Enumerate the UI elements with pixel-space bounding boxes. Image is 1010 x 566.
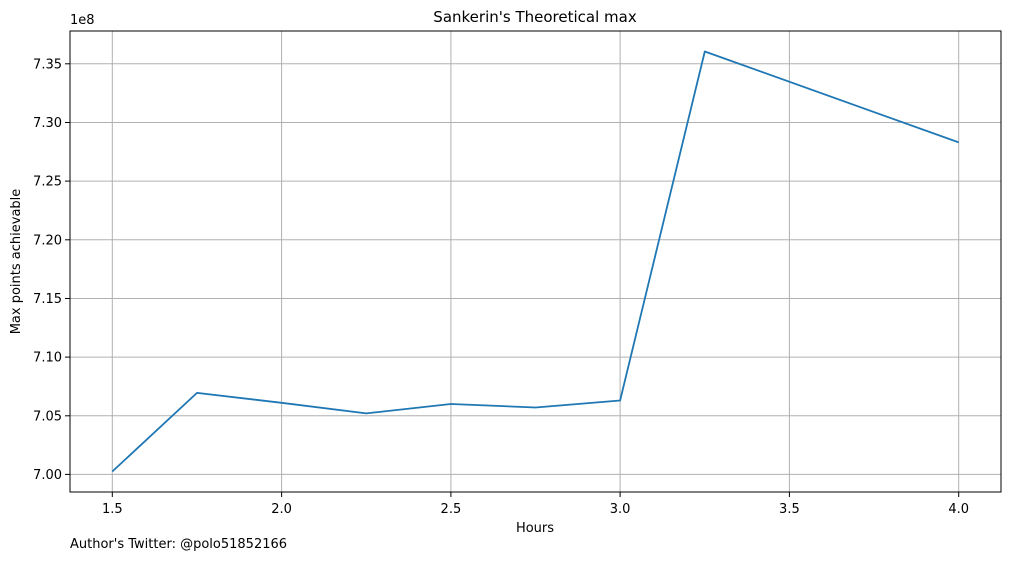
y-offset-label: 1e8 (70, 13, 95, 28)
series-layer (111, 50, 960, 473)
y-tick-label: 7.20 (33, 233, 62, 248)
x-tick-label: 2.0 (271, 502, 292, 517)
x-tick-label: 1.5 (102, 502, 123, 517)
x-tick-label: 3.5 (779, 502, 800, 517)
x-tick-label: 3.0 (610, 502, 631, 517)
y-tick-label: 7.05 (33, 409, 62, 424)
y-tick-label: 7.00 (33, 468, 62, 483)
x-axis-label: Hours (516, 521, 554, 536)
x-tick-label: 2.5 (441, 502, 462, 517)
x-tick-label: 4.0 (948, 502, 969, 517)
axis-ticks: 1.5 2.0 2.5 3.0 3.5 4.0 7.00 7.05 7.10 7.15 7.20 7.… (33, 57, 969, 517)
y-tick-label: 7.35 (33, 57, 62, 72)
y-axis-label: Max points achievable (9, 189, 24, 335)
y-tick-label: 7.30 (33, 116, 62, 131)
chart-title: Sankerin's Theoretical max (433, 8, 637, 26)
y-tick-label: 7.15 (33, 292, 62, 307)
y-tick-label: 7.10 (33, 351, 62, 366)
y-tick-label: 7.25 (33, 175, 62, 190)
series-line (111, 50, 960, 473)
grid-lines (70, 31, 1001, 492)
plot-frame (69, 30, 1002, 493)
author-credit: Author's Twitter: @polo51852166 (70, 537, 288, 552)
